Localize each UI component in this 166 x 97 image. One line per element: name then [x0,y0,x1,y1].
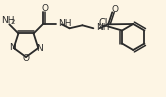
Text: O: O [23,54,30,63]
Text: N: N [36,44,43,53]
Text: O: O [41,4,48,13]
Text: NH: NH [59,19,72,28]
Text: O: O [112,5,119,14]
Text: N: N [9,43,16,52]
Text: NH: NH [96,23,110,32]
Text: NH: NH [1,16,15,25]
Text: Cl: Cl [98,19,108,29]
Text: 2: 2 [11,19,15,25]
